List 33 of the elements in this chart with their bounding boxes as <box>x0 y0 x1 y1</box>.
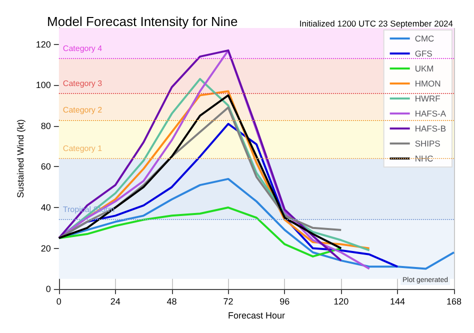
x-tick-label: 96 <box>280 296 290 307</box>
x-tick-label: 24 <box>110 296 120 307</box>
ref-line-label: Category 2 <box>62 105 103 114</box>
y-tick-label: 120 <box>36 39 51 50</box>
x-tick-label: 72 <box>223 296 234 307</box>
x-tick-label: 168 <box>446 296 462 307</box>
y-tick-label: 0 <box>46 284 51 294</box>
legend-label: HAFS-A <box>414 108 446 118</box>
ref-line-label: Category 3 <box>62 78 103 88</box>
x-tick-label: 144 <box>390 296 406 307</box>
legend-label: HMON <box>414 78 441 88</box>
x-tick-label: 120 <box>334 296 349 307</box>
legend-label: HWRF <box>414 94 440 104</box>
y-tick-label: 100 <box>36 80 51 90</box>
legend-label: CMC <box>414 34 434 44</box>
chart-subtitle: Initialized 1200 UTC 23 September 2024 <box>299 18 454 28</box>
legend-label: SHIPS <box>414 138 441 148</box>
x-axis-title: Forecast Hour <box>228 310 285 320</box>
chart-title: Model Forecast Intensity for Nine <box>47 14 238 29</box>
y-tick-label: 80 <box>40 120 51 131</box>
y-tick-label: 20 <box>40 243 51 254</box>
legend-label: NHC <box>414 154 434 164</box>
x-tick-label: 0 <box>56 296 62 307</box>
line-series <box>58 206 342 258</box>
legend-label: HAFS-B <box>414 124 446 134</box>
y-tick-label: 40 <box>40 202 51 213</box>
ref-line-label: Category 4 <box>62 44 103 54</box>
x-tick-label: 48 <box>166 296 177 307</box>
legend-label: UKM <box>414 64 434 74</box>
ref-line-label: Category 1 <box>62 144 103 154</box>
legend-label: GFS <box>414 48 433 58</box>
y-tick-label: 60 <box>40 162 51 172</box>
y-axis-title: Sustained Wind (kt) <box>16 119 26 198</box>
